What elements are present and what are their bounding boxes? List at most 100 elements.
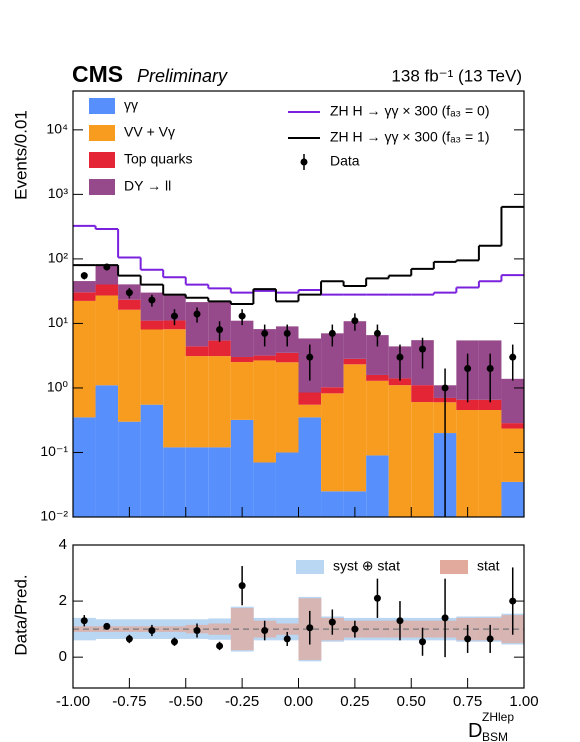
stack-segment bbox=[298, 417, 322, 517]
plot-area bbox=[73, 205, 524, 517]
y-tick-label: 10³ bbox=[48, 185, 69, 201]
stack-segment bbox=[95, 295, 119, 386]
y-tick-label: 10⁰ bbox=[47, 379, 69, 395]
x-tick-label: 0.75 bbox=[453, 693, 482, 710]
data-point bbox=[148, 296, 156, 304]
stack-segment bbox=[501, 481, 524, 517]
legend-swatch bbox=[440, 560, 468, 574]
stack-segment bbox=[275, 452, 299, 517]
x-axis-label: DZHlep BSM bbox=[468, 710, 514, 742]
stack-segment bbox=[411, 402, 434, 517]
stack-segment bbox=[73, 292, 96, 301]
stack-segment bbox=[501, 378, 524, 424]
ratio-point bbox=[373, 594, 381, 602]
data-point bbox=[103, 263, 111, 271]
legend-label: ZH H → γγ × 300 (fₐ₃ = 1) bbox=[330, 129, 490, 145]
x-tick-label: 0.25 bbox=[340, 693, 369, 710]
legend-swatch bbox=[296, 560, 324, 574]
ratio-point bbox=[464, 635, 472, 643]
stack-segment bbox=[321, 333, 344, 388]
x-axis-label-sub: BSM bbox=[482, 730, 508, 742]
stack-segment bbox=[118, 421, 141, 517]
ratio-point bbox=[261, 627, 269, 635]
stack-segment bbox=[321, 491, 344, 517]
x-tick-label: -1.00 bbox=[56, 693, 90, 710]
stack-segment bbox=[163, 447, 186, 517]
data-point bbox=[441, 384, 449, 392]
legend-swatch bbox=[89, 179, 115, 195]
data-point bbox=[238, 312, 246, 320]
stack-segment bbox=[185, 346, 209, 357]
stack-segment bbox=[456, 410, 479, 517]
uncertainty-band bbox=[118, 626, 141, 632]
x-tick-label: 0.50 bbox=[397, 693, 426, 710]
y-tick-label: 10² bbox=[48, 250, 69, 266]
x-tick-label: 1.00 bbox=[509, 693, 538, 710]
stack-segment bbox=[185, 447, 209, 517]
legend-label: stat bbox=[477, 558, 500, 574]
data-point bbox=[464, 365, 472, 373]
status: Preliminary bbox=[137, 66, 228, 86]
stack-segment bbox=[208, 356, 231, 448]
stack-segment bbox=[253, 462, 276, 517]
ratio-point bbox=[306, 624, 314, 632]
stack-segment bbox=[321, 393, 344, 492]
stack-segment bbox=[163, 294, 186, 321]
y-tick-label: 10⁻¹ bbox=[40, 443, 68, 459]
stack-segment bbox=[208, 447, 231, 517]
stack-segment bbox=[118, 309, 141, 422]
stack-segment bbox=[456, 399, 479, 411]
x-axis-label-base: D bbox=[468, 720, 482, 742]
ratio-point bbox=[419, 638, 427, 646]
stack-segment bbox=[230, 362, 254, 420]
stack-segment bbox=[275, 352, 299, 363]
stack-segment bbox=[163, 329, 186, 448]
stack-segment bbox=[73, 300, 96, 418]
ratio-y-tick-label: 0 bbox=[59, 648, 67, 665]
ratio-point bbox=[80, 617, 88, 625]
data-point bbox=[351, 317, 359, 325]
stack-segment bbox=[366, 335, 389, 375]
stack-segment bbox=[185, 302, 209, 347]
data-point bbox=[261, 329, 269, 337]
data-point bbox=[396, 353, 404, 361]
ratio-point bbox=[328, 618, 336, 626]
uncertainty-band bbox=[208, 623, 232, 635]
stack-segment bbox=[118, 299, 141, 310]
stack-segment bbox=[343, 364, 367, 492]
stack-segment bbox=[478, 410, 502, 517]
data-point bbox=[306, 353, 314, 361]
stack-segment bbox=[343, 358, 367, 365]
data-point bbox=[80, 272, 88, 280]
data-point bbox=[373, 329, 381, 337]
stack-segment bbox=[95, 385, 119, 517]
experiment: CMS bbox=[72, 61, 123, 87]
x-tick-label: -0.25 bbox=[225, 693, 259, 710]
stack-segment bbox=[140, 329, 164, 405]
stack-segment bbox=[343, 491, 367, 517]
stack-segment bbox=[208, 340, 231, 357]
ratio-point bbox=[351, 625, 359, 633]
x-tick-label: -0.50 bbox=[169, 693, 203, 710]
data-point bbox=[419, 345, 427, 353]
legend-swatch bbox=[89, 152, 115, 168]
x-axis-label-sup: ZHlep bbox=[482, 710, 514, 724]
y-tick-label: 10⁻² bbox=[40, 508, 68, 524]
data-point bbox=[216, 326, 224, 334]
legend-label: VV + Vγ bbox=[124, 124, 175, 140]
ratio-y-tick-label: 4 bbox=[59, 536, 67, 553]
stack-segment bbox=[366, 380, 389, 456]
data-point bbox=[283, 329, 291, 337]
uncertainty-band bbox=[230, 608, 254, 651]
legend-label: DY → ll bbox=[124, 178, 171, 194]
x-tick-label: 0.00 bbox=[284, 693, 313, 710]
stack-segment bbox=[321, 387, 344, 394]
data-point bbox=[509, 353, 517, 361]
y-axis-label: Events/0.01 bbox=[11, 110, 30, 200]
stack-segment bbox=[73, 281, 96, 293]
legend-label: γγ bbox=[124, 97, 138, 113]
data-point bbox=[486, 365, 494, 373]
stack-segment bbox=[140, 320, 164, 330]
stack-segment bbox=[411, 385, 434, 403]
